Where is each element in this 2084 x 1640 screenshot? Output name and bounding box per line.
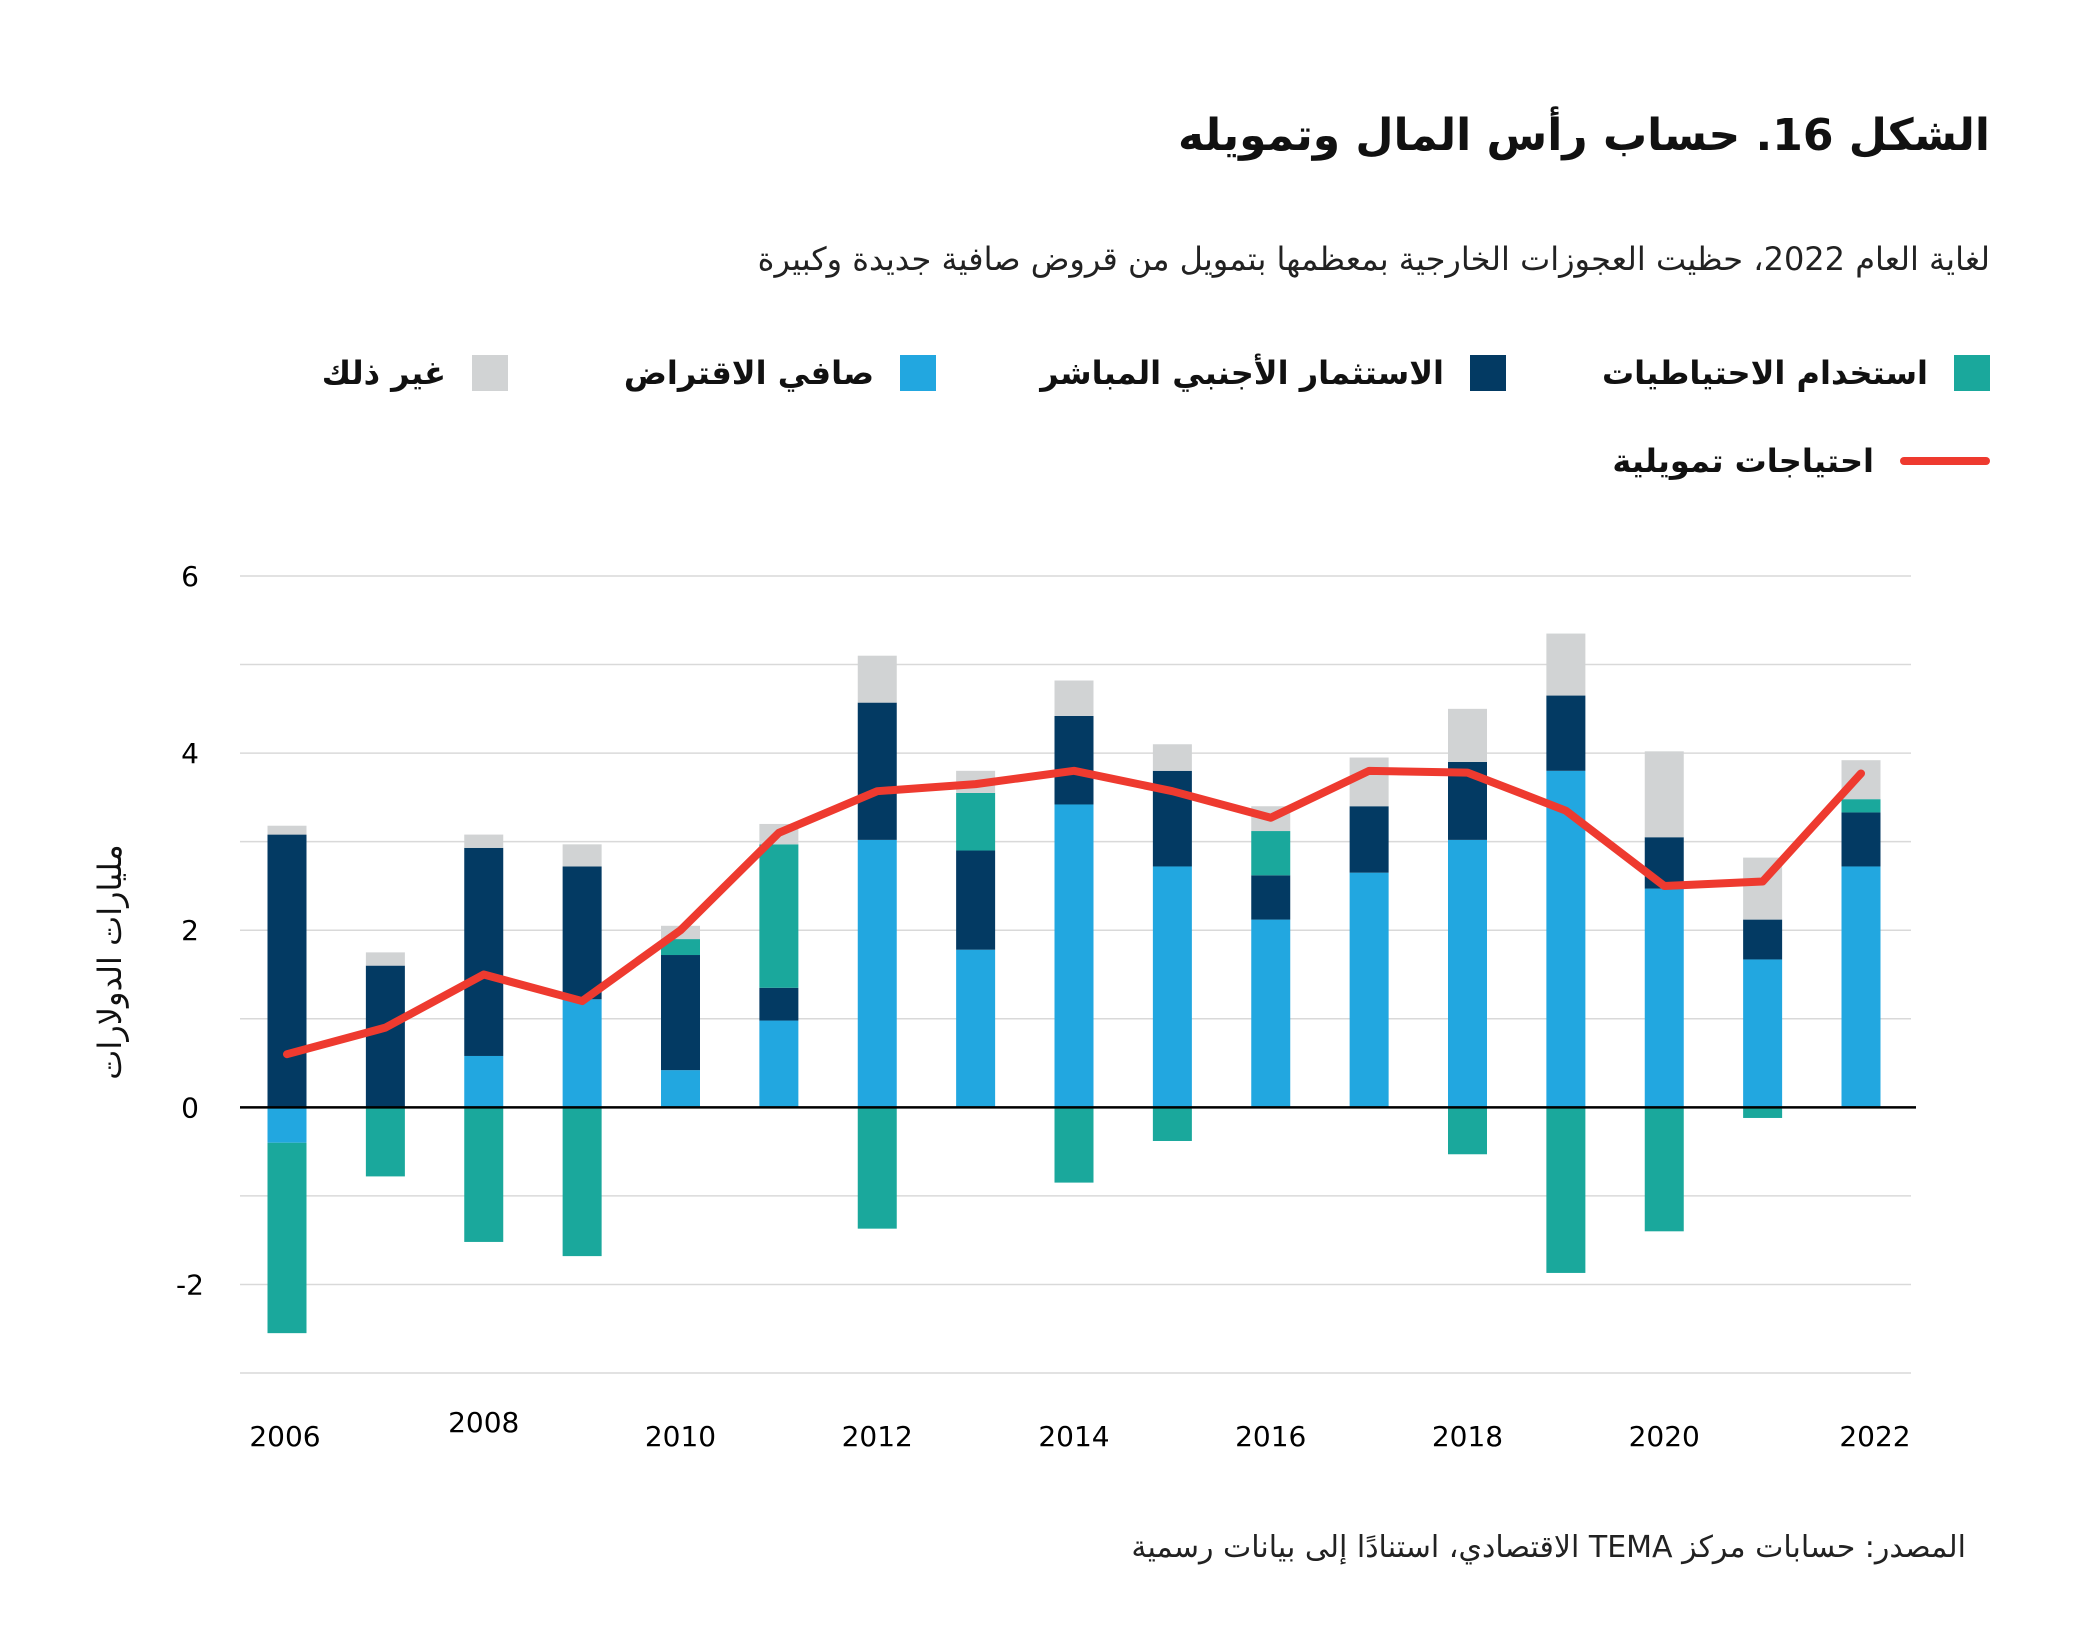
x-tick-label: 2010 — [645, 1420, 716, 1453]
x-tick-label: 2022 — [1839, 1420, 1910, 1453]
bar-segment — [956, 850, 996, 950]
y-tick-label: 6 — [181, 560, 199, 593]
x-tick-label: 2006 — [249, 1420, 320, 1453]
bar-segment — [464, 1055, 504, 1108]
bar-segment — [857, 839, 897, 1108]
bar-segment — [1251, 831, 1291, 876]
bar-segment — [1644, 751, 1684, 838]
x-tick-label: 2016 — [1235, 1420, 1306, 1453]
bar-segment — [1448, 1107, 1487, 1155]
legend-label: احتياجات تمويلية — [1612, 442, 1874, 480]
bar-segment — [464, 847, 504, 1056]
x-tick-label: 2012 — [842, 1420, 913, 1453]
bar-segment — [267, 1107, 307, 1143]
x-tick-label: 2018 — [1432, 1420, 1503, 1453]
bar-segment — [1349, 806, 1389, 873]
y-tick-label: 2 — [181, 914, 199, 947]
bar-segment — [1841, 799, 1881, 813]
legend-swatch — [900, 355, 936, 391]
bar-segment — [661, 955, 700, 1071]
bar-segment — [1546, 770, 1586, 1108]
bar-segment — [267, 825, 307, 835]
y-tick-label: 4 — [181, 737, 199, 770]
bar-segment — [956, 949, 996, 1108]
legend-label: استخدام الاحتياطيات — [1602, 354, 1928, 392]
bar-segment — [857, 655, 897, 703]
bar-segment — [1349, 757, 1389, 807]
bar-segment — [759, 844, 799, 988]
bar-segment — [1546, 695, 1586, 771]
x-tick-label: 2008 — [448, 1406, 519, 1439]
bar-segment — [1841, 812, 1881, 867]
bar-segment — [562, 999, 602, 1108]
legend-reserves: استخدام الاحتياطيات — [1602, 354, 1990, 392]
bar-segment — [759, 1020, 799, 1108]
bar-segment — [365, 965, 405, 1108]
bar-segment — [562, 866, 602, 1000]
legend-label: الاستثمار الأجنبي المباشر — [1040, 354, 1444, 392]
bar-segment — [1644, 837, 1684, 889]
source-note: المصدر: حسابات مركز TEMA الاقتصادي، استن… — [1131, 1530, 1966, 1565]
bar-segment — [1054, 804, 1094, 1108]
x-tick-label: 2020 — [1629, 1420, 1700, 1453]
legend-label: صافي الاقتراض — [623, 354, 874, 392]
x-tick-label: 2014 — [1038, 1420, 1109, 1453]
bar-segment — [365, 1107, 405, 1177]
bar-segment — [1152, 866, 1192, 1108]
bar-segment — [857, 1107, 897, 1229]
legend-other: غير ذلك — [322, 354, 508, 392]
bar-segment — [1054, 1107, 1094, 1183]
legend-swatch — [1470, 355, 1506, 391]
bar-segment — [1841, 866, 1881, 1108]
legend-label: غير ذلك — [321, 354, 446, 392]
bar-segment — [1251, 919, 1291, 1108]
bar-segment — [267, 834, 307, 1108]
y-tick-label: 0 — [181, 1091, 199, 1124]
legend-financing-needs: احتياجات تمويلية — [1612, 442, 1990, 480]
legend-net-borrowing: صافي الاقتراض — [624, 354, 936, 392]
bar-segment — [857, 702, 897, 840]
bar-segment — [1349, 872, 1389, 1108]
bar-segment — [1152, 744, 1192, 771]
bar-segment — [464, 1107, 504, 1242]
chart-title: الشكل 16. حساب رأس المال وتمويله — [1177, 110, 1990, 161]
legend-swatch — [472, 355, 508, 391]
bar-segment — [1251, 875, 1291, 920]
y-tick-label: -2 — [176, 1268, 204, 1301]
bar-segment — [661, 939, 700, 956]
bar-segment — [759, 987, 799, 1021]
bar-segment — [1448, 708, 1487, 762]
bar-segment — [1152, 1107, 1192, 1141]
bar-segment — [661, 1070, 700, 1108]
bar-segment — [1546, 1107, 1586, 1273]
bar-segment — [1448, 839, 1487, 1108]
legend-line-swatch — [1900, 457, 1990, 465]
bar-segment — [1546, 633, 1586, 696]
bar-segment — [1743, 1107, 1783, 1118]
bar-segment — [267, 1142, 307, 1334]
bar-segment — [562, 844, 602, 867]
bar-segment — [562, 1107, 602, 1257]
bar-segment — [1054, 680, 1094, 716]
bar-segment — [464, 834, 504, 848]
bar-segment — [956, 792, 996, 851]
legend-swatch — [1954, 355, 1990, 391]
financing-needs-line — [283, 766, 1865, 1059]
bar-segment — [1743, 919, 1783, 960]
bar-segment — [1644, 1107, 1684, 1232]
bar-segment — [1644, 888, 1684, 1108]
bar-segment — [365, 952, 405, 966]
chart-subtitle: لغاية العام 2022، حظيت العجوزات الخارجية… — [757, 240, 1990, 278]
bar-segment — [1743, 959, 1783, 1108]
bar-segment — [1054, 715, 1094, 805]
legend-fdi: الاستثمار الأجنبي المباشر — [1040, 354, 1506, 392]
